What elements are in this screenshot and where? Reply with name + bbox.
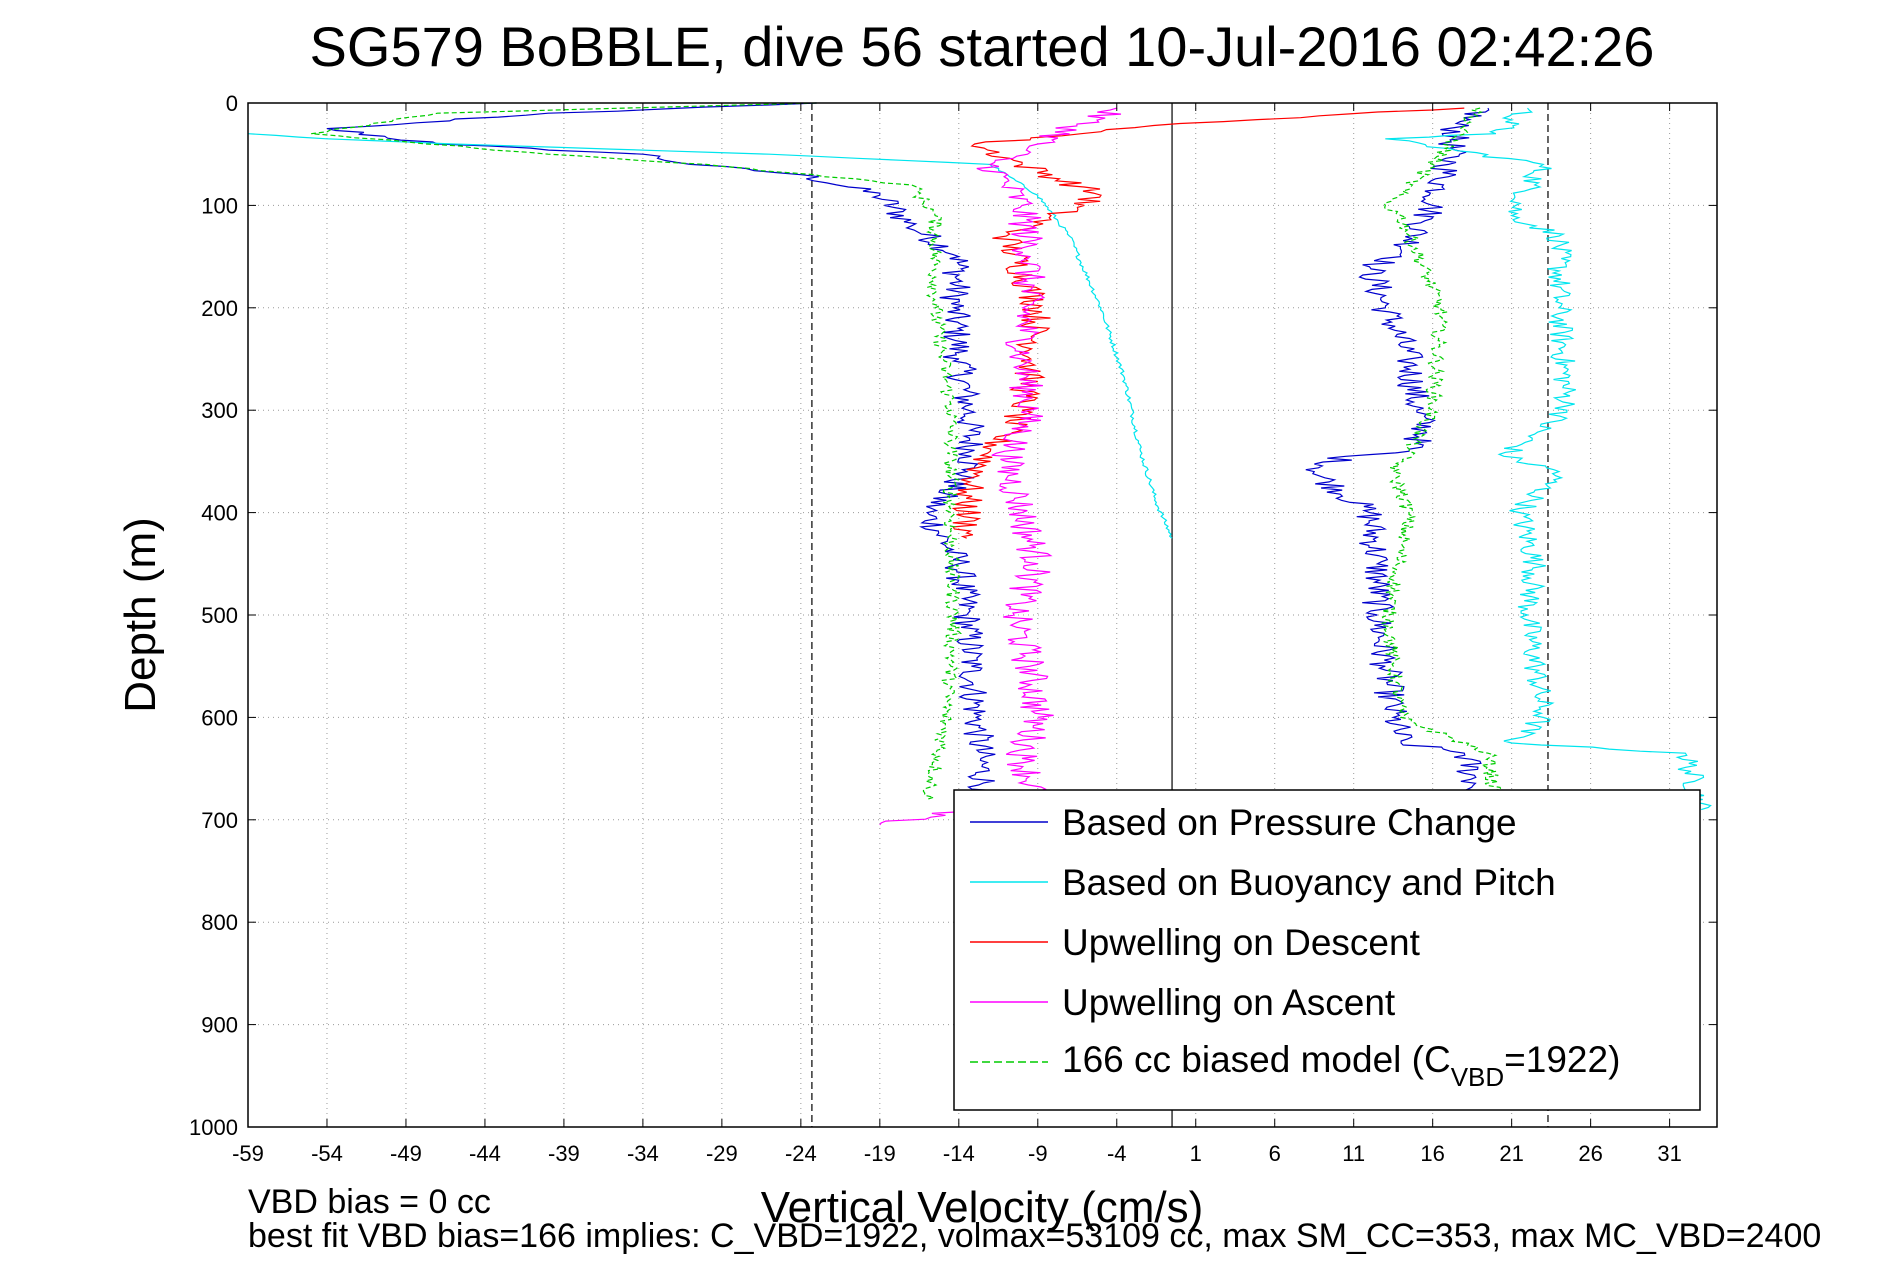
legend-model-suffix: =1922) (1504, 1039, 1620, 1080)
y-tick-label: 100 (201, 193, 238, 218)
x-tick-label: -54 (311, 1141, 343, 1166)
series-line-ascent (879, 107, 1122, 826)
x-tick-label: -24 (785, 1141, 817, 1166)
x-tick-label: -29 (706, 1141, 738, 1166)
series-line-model_ascent (1380, 107, 1505, 811)
x-tick-label: -39 (548, 1141, 580, 1166)
legend-box (953, 789, 1701, 1111)
y-tick-label: 800 (201, 910, 238, 935)
x-tick-label: 6 (1269, 1141, 1281, 1166)
series-line-buoyancy_descent (247, 133, 1173, 539)
y-tick-label: 1000 (189, 1115, 238, 1140)
footer-best-fit: best fit VBD bias=166 implies: C_VBD=192… (248, 1217, 1821, 1255)
y-axis-label: Depth (m) (116, 517, 165, 713)
x-tick-label: -19 (864, 1141, 896, 1166)
y-tick-label: 400 (201, 501, 238, 526)
x-tick-label: -59 (232, 1141, 264, 1166)
legend-label-descent: Upwelling on Descent (1062, 922, 1421, 963)
series-layer (247, 102, 1712, 826)
legend-label-pressure: Based on Pressure Change (1062, 802, 1517, 843)
y-tick-label: 500 (201, 603, 238, 628)
x-tick-label: 21 (1499, 1141, 1523, 1166)
footer-vbd-bias: VBD bias = 0 cc (248, 1183, 491, 1221)
x-tick-label: -4 (1107, 1141, 1127, 1166)
series-line-pressure_ascent (1305, 107, 1492, 800)
x-tick-label: 1 (1190, 1141, 1202, 1166)
y-tick-label: 700 (201, 808, 238, 833)
legend-model-sub: VBD (1451, 1062, 1504, 1092)
series-line-descent (951, 107, 1465, 539)
legend-model-prefix: 166 cc biased model (C (1062, 1039, 1451, 1080)
y-tick-label: 300 (201, 398, 238, 423)
x-tick-label: 11 (1342, 1141, 1365, 1166)
y-tick-label: 600 (201, 705, 238, 730)
legend: Based on Pressure Change Based on Buoyan… (953, 789, 1701, 1111)
legend-label-ascent: Upwelling on Ascent (1062, 982, 1396, 1023)
series-line-model_descent (311, 102, 963, 800)
x-tick-label: -9 (1028, 1141, 1048, 1166)
y-tick-label: 200 (201, 296, 238, 321)
y-tick-label: 0 (226, 91, 238, 116)
x-tick-label: -34 (627, 1141, 659, 1166)
x-tick-label: 31 (1657, 1141, 1681, 1166)
legend-label-model: 166 cc biased model (CVBD=1922) (1062, 1039, 1620, 1092)
x-tick-label: -14 (943, 1141, 975, 1166)
series-line-pressure_descent (326, 102, 1002, 811)
x-axis-ticks: -59 -54 -49 -44 -39 -34 -29 -24 -19 -14 -9 -4 1 6 11 16… (232, 103, 1682, 1166)
x-tick-label: 16 (1420, 1141, 1444, 1166)
x-axis-label: Vertical Velocity (cm/s) (761, 1183, 1204, 1232)
y-tick-label: 900 (201, 1013, 238, 1038)
chart-title: SG579 BoBBLE, dive 56 started 10-Jul-201… (310, 15, 1655, 78)
series-line-buoyancy_ascent (1385, 107, 1712, 811)
legend-label-buoyancy: Based on Buoyancy and Pitch (1062, 862, 1556, 903)
x-tick-label: 26 (1578, 1141, 1602, 1166)
x-tick-label: -49 (390, 1141, 422, 1166)
x-tick-label: -44 (469, 1141, 501, 1166)
y-axis-ticks: 0 100 200 300 400 500 600 700 800 900 1000 (189, 91, 1717, 1140)
